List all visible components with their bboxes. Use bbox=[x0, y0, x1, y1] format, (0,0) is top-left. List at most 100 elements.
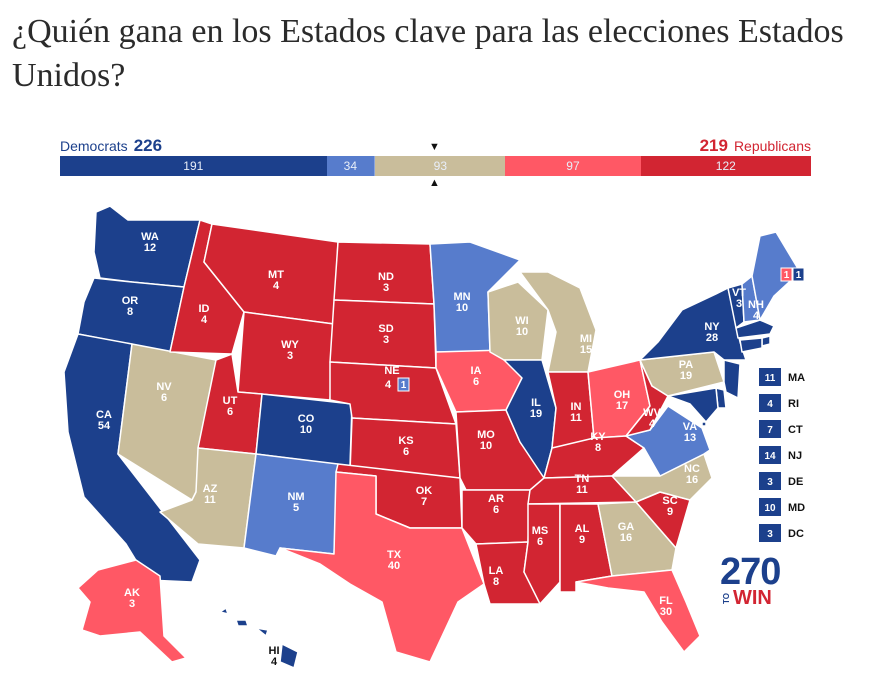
state-ga[interactable] bbox=[597, 501, 677, 577]
dem-label: Democrats bbox=[60, 138, 128, 154]
state-hi[interactable] bbox=[219, 607, 299, 669]
state-ma[interactable] bbox=[735, 319, 775, 339]
state-ev-ok: 7 bbox=[421, 496, 427, 508]
small-state-box-de bbox=[759, 472, 781, 490]
state-nm[interactable] bbox=[243, 453, 339, 557]
tally-segment-likely-dem[interactable]: 34 bbox=[326, 156, 375, 176]
state-label-ga: GA bbox=[618, 521, 635, 533]
state-ev-ms: 6 bbox=[537, 536, 543, 548]
tally-segment-lean-dem[interactable]: 1 bbox=[374, 156, 376, 176]
state-ev-tn: 11 bbox=[576, 484, 588, 496]
small-state-item-nj[interactable]: 14 NJ bbox=[759, 446, 802, 464]
state-label-vt: VT bbox=[732, 287, 746, 299]
state-label-ne: NE bbox=[384, 365, 399, 377]
small-state-item-md[interactable]: 10 MD bbox=[759, 498, 805, 516]
district-box-ne-2[interactable] bbox=[397, 377, 410, 392]
district-ev-me-1: 1 bbox=[796, 270, 802, 281]
us-electoral-map[interactable]: WA12OR8CA54NV6ID4MT4WY3UT6AZ11CO10NM5ND3… bbox=[0, 192, 869, 686]
small-state-item-dc[interactable]: 3 DC bbox=[759, 524, 804, 542]
270-to-win-logo[interactable]: 270 TO WIN bbox=[720, 551, 781, 609]
state-tx[interactable] bbox=[279, 471, 485, 663]
small-state-item-de[interactable]: 3 DE bbox=[759, 472, 803, 490]
dem-total: Democrats 226 bbox=[60, 136, 162, 156]
tally-segment-safe-rep[interactable]: 122 bbox=[640, 156, 811, 176]
state-md[interactable] bbox=[667, 387, 719, 423]
state-ev-tx: 40 bbox=[388, 560, 400, 572]
state-label-id: ID bbox=[199, 303, 210, 315]
state-ev-in: 11 bbox=[570, 412, 582, 424]
state-label-tn: TN bbox=[575, 473, 590, 485]
small-state-box-ri bbox=[759, 394, 781, 412]
small-state-item-ri[interactable]: 4 RI bbox=[759, 394, 799, 412]
state-label-hi: HI bbox=[269, 645, 280, 657]
state-ct[interactable] bbox=[739, 337, 763, 353]
state-ev-id: 4 bbox=[201, 314, 208, 326]
tally-top-arrow-icon: ▼ bbox=[429, 141, 440, 153]
state-ev-al: 9 bbox=[579, 534, 585, 546]
state-ev-nh: 4 bbox=[753, 310, 760, 322]
tally-bar[interactable]: 1913419397122 bbox=[60, 156, 811, 176]
state-ri[interactable] bbox=[761, 335, 771, 347]
state-ev-mt: 4 bbox=[273, 280, 280, 292]
state-ev-ne: 4 bbox=[385, 379, 392, 391]
state-va[interactable] bbox=[625, 405, 711, 477]
state-ev-ga: 16 bbox=[620, 532, 632, 544]
district-box-me-2[interactable] bbox=[780, 267, 793, 282]
tally-segment-safe-dem[interactable]: 191 bbox=[60, 156, 327, 176]
state-label-mi: MI bbox=[580, 333, 592, 345]
small-state-item-ma[interactable]: 11 MA bbox=[759, 368, 805, 386]
state-ev-wv: 4 bbox=[649, 418, 656, 430]
logo-number: 270 bbox=[720, 551, 780, 593]
small-state-abbr-nj: NJ bbox=[788, 450, 802, 462]
district-box-me-1[interactable] bbox=[792, 267, 805, 282]
state-ak[interactable] bbox=[77, 559, 187, 663]
dem-value: 226 bbox=[133, 136, 163, 155]
small-state-ev-md: 10 bbox=[764, 503, 776, 514]
small-state-abbr-md: MD bbox=[788, 502, 805, 514]
state-fl[interactable] bbox=[575, 569, 701, 653]
rep-total: 219 Republicans bbox=[700, 136, 811, 156]
state-label-wa: WA bbox=[141, 231, 159, 243]
state-label-al: AL bbox=[575, 523, 590, 535]
state-ev-az: 11 bbox=[204, 494, 216, 506]
state-label-nd: ND bbox=[378, 271, 394, 283]
state-ev-sd: 3 bbox=[383, 334, 389, 346]
state-ev-ky: 8 bbox=[595, 442, 601, 454]
small-state-ev-ma: 11 bbox=[765, 373, 776, 384]
state-label-co: CO bbox=[298, 413, 315, 425]
state-ev-wa: 12 bbox=[144, 242, 156, 254]
tally-segment-tossup[interactable]: 93 bbox=[375, 156, 506, 176]
state-nj[interactable] bbox=[723, 359, 741, 399]
state-ev-fl: 30 bbox=[660, 606, 672, 618]
state-ev-co: 10 bbox=[300, 424, 312, 436]
state-label-sc: SC bbox=[662, 495, 677, 507]
tally-segment-likely-rep[interactable]: 97 bbox=[505, 156, 641, 176]
small-state-ev-dc: 3 bbox=[767, 529, 773, 540]
small-state-box-md bbox=[759, 498, 781, 516]
state-ev-il: 19 bbox=[530, 408, 542, 420]
state-label-nc: NC bbox=[684, 463, 700, 475]
state-ev-ia: 6 bbox=[473, 376, 479, 388]
logo-to: TO bbox=[722, 593, 731, 604]
state-dc[interactable] bbox=[701, 421, 707, 427]
small-state-box-dc bbox=[759, 524, 781, 542]
state-ev-la: 8 bbox=[493, 576, 499, 588]
state-ev-hi: 4 bbox=[271, 656, 278, 668]
rep-label: Republicans bbox=[733, 138, 811, 154]
state-ev-nd: 3 bbox=[383, 282, 389, 294]
state-ev-ut: 6 bbox=[227, 406, 233, 418]
state-label-in: IN bbox=[571, 401, 582, 413]
state-label-ny: NY bbox=[704, 321, 720, 333]
state-label-wv: WV bbox=[643, 407, 661, 419]
small-state-item-ct[interactable]: 7 CT bbox=[759, 420, 803, 438]
state-ev-ak: 3 bbox=[129, 598, 135, 610]
state-label-pa: PA bbox=[679, 359, 694, 371]
state-label-nh: NH bbox=[748, 299, 764, 311]
state-ev-pa: 19 bbox=[680, 370, 692, 382]
logo-win: WIN bbox=[733, 587, 772, 609]
state-label-il: IL bbox=[531, 397, 541, 409]
state-ev-mn: 10 bbox=[456, 302, 468, 314]
small-state-abbr-dc: DC bbox=[788, 528, 804, 540]
state-label-nv: NV bbox=[156, 381, 172, 393]
page-headline: ¿Quién gana en los Estados clave para la… bbox=[12, 13, 844, 94]
